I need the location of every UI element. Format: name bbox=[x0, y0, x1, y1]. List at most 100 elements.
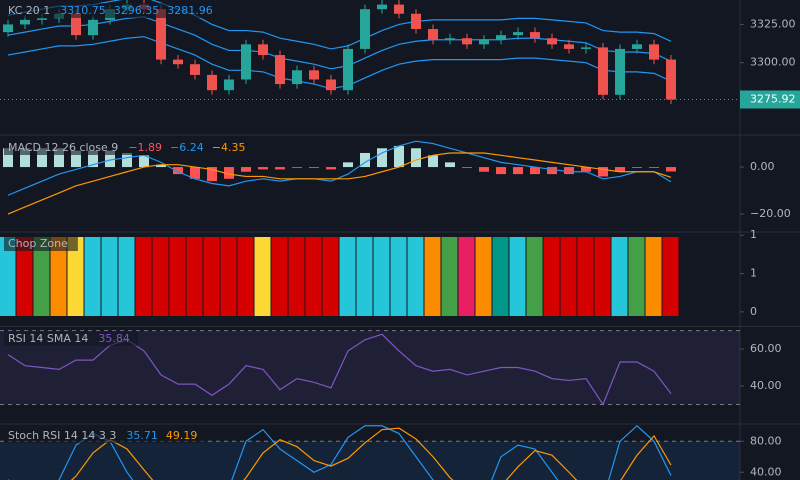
legend-value: 3296.35 bbox=[114, 4, 160, 17]
candle-body bbox=[564, 44, 574, 49]
chop-bar bbox=[645, 237, 662, 316]
legend-value: 3281.96 bbox=[167, 4, 213, 17]
chop-bar bbox=[339, 237, 356, 316]
histogram-bar bbox=[564, 167, 574, 175]
legend-value: −1.89 bbox=[128, 141, 162, 154]
candle-body bbox=[37, 18, 47, 20]
y-tick-label: 60.00 bbox=[750, 342, 782, 355]
chop-bar bbox=[509, 237, 526, 316]
y-tick-label: 3300.00 bbox=[750, 56, 796, 69]
candle-body bbox=[632, 44, 642, 49]
legend-value: −4.35 bbox=[212, 141, 246, 154]
y-tick-label: 40.00 bbox=[750, 379, 782, 392]
legend-title: RSI 14 SMA 14 bbox=[8, 332, 88, 345]
candle-body bbox=[71, 13, 81, 36]
chop-bar bbox=[373, 237, 390, 316]
histogram-bar bbox=[258, 167, 268, 170]
legend-title: KC 20 1 bbox=[8, 4, 50, 17]
candle-body bbox=[292, 70, 302, 85]
chop-bar bbox=[424, 237, 441, 316]
legend-value: 3310.75 bbox=[60, 4, 106, 17]
candle-body bbox=[377, 4, 387, 10]
histogram-bar bbox=[190, 167, 200, 179]
histogram-bar bbox=[462, 167, 472, 168]
indicator-line bbox=[58, 425, 672, 480]
histogram-bar bbox=[88, 150, 98, 168]
chop-bar bbox=[254, 237, 271, 316]
chop-bar bbox=[628, 237, 645, 316]
histogram-bar bbox=[326, 167, 336, 170]
candle-body bbox=[462, 38, 472, 45]
candle-body bbox=[3, 24, 13, 33]
legend-value: 35.71 bbox=[126, 429, 158, 442]
histogram-bar bbox=[411, 148, 421, 168]
chop-bar bbox=[135, 237, 152, 316]
macd-line bbox=[7, 140, 672, 196]
chop-bar bbox=[288, 237, 305, 316]
indicator-line bbox=[8, 427, 672, 480]
chop-bar bbox=[458, 237, 475, 316]
legend-background bbox=[4, 428, 206, 443]
candle-body bbox=[513, 32, 523, 36]
candle-body bbox=[275, 55, 285, 85]
chop-bar bbox=[50, 237, 67, 316]
candle-body bbox=[666, 59, 676, 100]
histogram-bar bbox=[547, 167, 557, 175]
chop-bar bbox=[203, 237, 220, 316]
candle-body bbox=[224, 79, 234, 91]
histogram-bar bbox=[666, 167, 676, 172]
candle-body bbox=[343, 48, 353, 91]
histogram-bar bbox=[173, 167, 183, 175]
chop-bar bbox=[662, 237, 679, 316]
chop-bar bbox=[152, 237, 169, 316]
histogram-bar bbox=[224, 167, 234, 179]
chop-bar bbox=[33, 237, 50, 316]
candle-body bbox=[615, 48, 625, 95]
histogram-bar bbox=[20, 148, 30, 168]
histogram-bar bbox=[122, 152, 132, 168]
legend-title: MACD 12 26 close 9 bbox=[8, 141, 118, 154]
candle-body bbox=[173, 59, 183, 65]
histogram-bar bbox=[496, 167, 506, 175]
keltner-band bbox=[7, 16, 672, 70]
candle-body bbox=[411, 13, 421, 30]
legend-background bbox=[4, 331, 138, 346]
histogram-bar bbox=[343, 162, 353, 168]
chop-bar bbox=[611, 237, 628, 316]
chop-bar bbox=[407, 237, 424, 316]
chop-bar bbox=[475, 237, 492, 316]
candle-body bbox=[190, 64, 200, 75]
legend-value: 49.19 bbox=[166, 429, 198, 442]
pane-plot bbox=[0, 425, 740, 480]
chop-bar bbox=[16, 237, 33, 316]
candle-body bbox=[581, 47, 591, 49]
histogram-bar bbox=[377, 148, 387, 168]
last-price-box bbox=[740, 90, 800, 109]
histogram-bar bbox=[428, 155, 438, 168]
chop-bar bbox=[356, 237, 373, 316]
chop-bar bbox=[169, 237, 186, 316]
legend-value: 35.84 bbox=[98, 332, 130, 345]
legend-background bbox=[4, 236, 78, 251]
chop-bar bbox=[594, 237, 611, 316]
chop-bar bbox=[118, 237, 135, 316]
histogram-bar bbox=[598, 167, 608, 177]
candle-body bbox=[156, 9, 166, 60]
legend-title: Stoch RSI 14 14 3 3 bbox=[8, 429, 116, 442]
candle-body bbox=[394, 4, 404, 14]
y-tick-label: −20.00 bbox=[750, 207, 791, 220]
chop-bar bbox=[220, 237, 237, 316]
chop-bar bbox=[237, 237, 254, 316]
candle-body bbox=[479, 39, 489, 45]
histogram-bar bbox=[3, 148, 13, 168]
candle-body bbox=[496, 35, 506, 40]
y-tick-label: 80.00 bbox=[750, 434, 782, 447]
histogram-bar bbox=[292, 167, 302, 168]
histogram-bar bbox=[581, 167, 591, 172]
candle-body bbox=[20, 19, 30, 25]
chop-bar bbox=[0, 237, 16, 316]
legend-background bbox=[4, 3, 221, 18]
chop-bar bbox=[67, 237, 84, 316]
